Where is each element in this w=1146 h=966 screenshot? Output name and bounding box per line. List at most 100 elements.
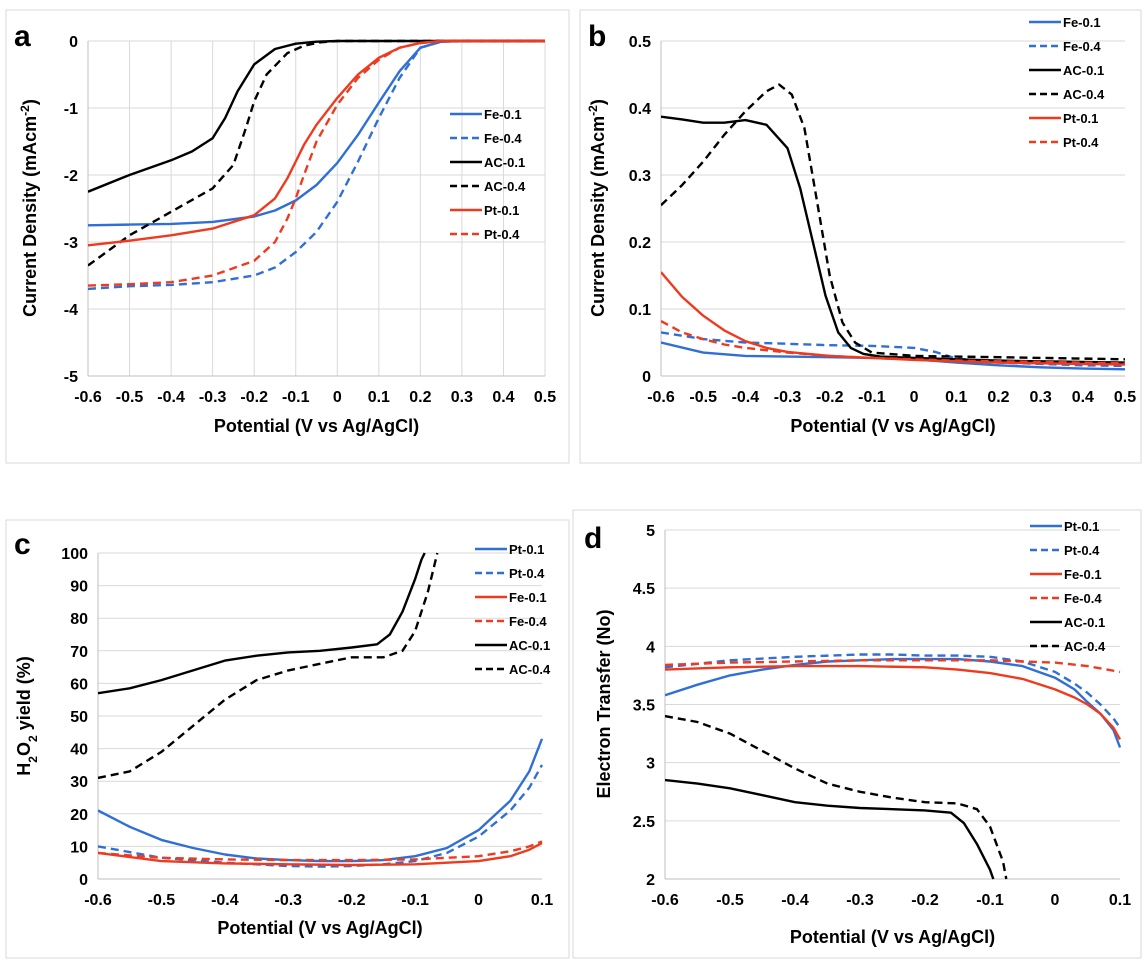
y-tick-label: 0.5 (629, 34, 651, 51)
panel-d-frame (572, 509, 1142, 959)
chart-d: 2 2.5 3 3.5 4 4.5 5 -0.6 -0.5 -0.4 -0.3 -0.2 -0.1 0 0.… (584, 519, 1131, 947)
legend-label: Pt-0.1 (484, 203, 519, 218)
legend-label: Fe-0.4 (509, 614, 547, 629)
x-tick-label: -0.3 (846, 892, 874, 909)
x-tick-label: 0.2 (409, 389, 431, 406)
x-tick-label: -0.5 (148, 892, 176, 909)
y-axis-label: Current Density (mAcm-2) (586, 99, 608, 317)
series-line-ac-0.1 (88, 39, 545, 193)
series-line-fe-0.1 (88, 39, 545, 227)
legend-label: AC-0.1 (509, 638, 550, 653)
y-axis-label: Current Density (mAcm-2) (18, 99, 40, 317)
series-line-fe-0.1 (665, 664, 1122, 740)
y-tick-label: 0 (642, 369, 651, 386)
x-tick-label: 0.2 (987, 389, 1009, 406)
x-tick-label: 0.3 (451, 389, 473, 406)
series-line-ac-0.4 (88, 39, 545, 267)
y-tick-label: 20 (70, 807, 88, 824)
series-line-fe-0.4 (665, 659, 1121, 674)
x-tick-label: -0.5 (116, 389, 144, 406)
x-tick-label: 0 (474, 892, 483, 909)
x-tick-label: 0.1 (1109, 892, 1131, 909)
x-tick-label: -0.3 (274, 892, 302, 909)
y-tick-label: -4 (64, 302, 78, 319)
legend-label: Fe-0.1 (1063, 15, 1101, 30)
x-tick-label: 0.1 (531, 892, 553, 909)
legend-label: Fe-0.1 (509, 590, 547, 605)
legend-label: AC-0.4 (1063, 87, 1105, 102)
x-tick-label: -0.4 (157, 389, 185, 406)
y-tick-label: 60 (70, 676, 88, 693)
x-tick-label: -0.2 (338, 892, 366, 909)
legend-label: AC-0.4 (1064, 639, 1106, 654)
x-tick-label: -0.5 (716, 892, 744, 909)
x-tick-label: 0.4 (1072, 389, 1094, 406)
panel-c-frame (5, 519, 570, 959)
x-tick-label: -0.6 (84, 892, 112, 909)
x-tick-label: -0.5 (689, 389, 717, 406)
x-tick-label: -0.1 (858, 389, 886, 406)
y-tick-label: 0.3 (629, 168, 651, 185)
legend-label: AC-0.1 (1064, 615, 1105, 630)
x-tick-label: -0.4 (211, 892, 239, 909)
x-tick-label: 0.1 (368, 389, 390, 406)
y-tick-label: 50 (70, 709, 88, 726)
x-axis-label: Potential (V vs Ag/AgCl) (790, 416, 995, 436)
legend-label: AC-0.4 (509, 662, 551, 677)
x-tick-label: -0.4 (732, 389, 760, 406)
legend-label: Pt-0.1 (1063, 111, 1098, 126)
series-line-pt-0.4 (88, 39, 545, 287)
legend-label: Fe-0.1 (1064, 567, 1102, 582)
y-axis-label: Electron Transfer (No) (594, 609, 614, 798)
x-tick-label: -0.6 (647, 389, 675, 406)
y-tick-label: 3.5 (633, 698, 655, 715)
panel-letter: c (14, 528, 31, 561)
y-tick-label: 0.1 (629, 302, 651, 319)
legend-label: Fe-0.4 (1064, 591, 1102, 606)
chart-a: 0 -1 -2 -3 -4 -5 -0.6 -0.5 -0.4 -0.3 -0.2 -0.1 0 0.1 0… (14, 20, 556, 436)
x-tick-label: 0 (910, 389, 919, 406)
x-tick-label: 0.3 (1030, 389, 1052, 406)
y-tick-label: -2 (64, 168, 78, 185)
series-line-ac-0.1 (665, 778, 995, 880)
y-tick-label: 80 (70, 611, 88, 628)
legend-label: Pt-0.4 (509, 566, 545, 581)
legend-label: Pt-0.1 (509, 542, 544, 557)
series-line-fe-0.1 (98, 842, 543, 867)
x-tick-label: -0.2 (911, 892, 939, 909)
y-tick-label: 0.2 (629, 235, 651, 252)
y-axis-label: H2O2 yield (%) (14, 656, 40, 775)
y-tick-label: 4.5 (633, 581, 655, 598)
x-tick-label: -0.1 (282, 389, 310, 406)
panel-letter: a (14, 20, 31, 53)
panel-a-frame (5, 9, 570, 464)
legend-label: Pt-0.4 (1064, 543, 1100, 558)
y-tick-label: 90 (70, 579, 88, 596)
series-line-ac-0.4 (665, 714, 1008, 880)
y-tick-label: 30 (70, 774, 88, 791)
x-axis-label: Potential (V vs Ag/AgCl) (217, 918, 422, 938)
series-line-pt-0.4 (661, 320, 1126, 365)
y-tick-label: 0.4 (629, 101, 651, 118)
y-tick-label: 2 (646, 872, 655, 889)
x-tick-label: 0 (333, 389, 342, 406)
legend-label: AC-0.4 (484, 179, 526, 194)
legend-label: Fe-0.4 (1063, 39, 1101, 54)
x-tick-label: 0 (1051, 892, 1060, 909)
y-tick-label: 40 (70, 742, 88, 759)
chart-b: 0 0.1 0.2 0.3 0.4 0.5 -0.6 -0.5 -0.4 -0.3 -0.2 -0.1… (586, 15, 1136, 436)
y-tick-label: 3 (646, 756, 655, 773)
y-tick-label: -5 (64, 369, 78, 386)
y-tick-label: 2.5 (633, 814, 655, 831)
x-tick-label: 0.5 (534, 389, 556, 406)
legend-label: Pt-0.4 (484, 227, 520, 242)
series-line-ac-0.1 (98, 552, 426, 695)
y-tick-label: 10 (70, 839, 88, 856)
x-tick-label: -0.3 (774, 389, 802, 406)
panel-b-frame (579, 9, 1142, 464)
legend-label: AC-0.1 (484, 155, 525, 170)
x-tick-label: -0.3 (199, 389, 227, 406)
y-tick-label: -1 (64, 101, 78, 118)
